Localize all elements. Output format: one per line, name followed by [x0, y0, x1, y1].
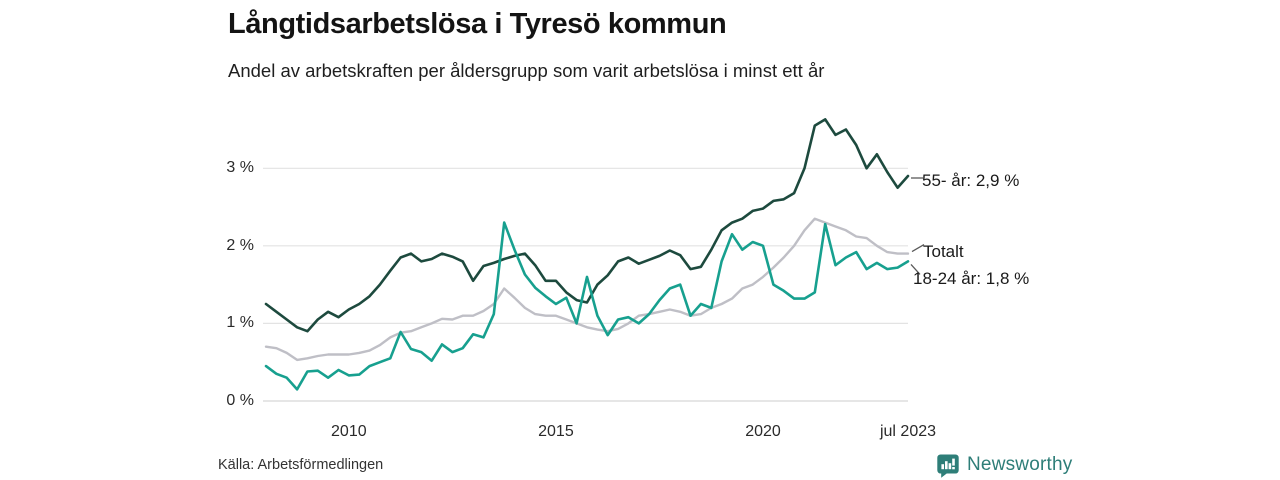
- y-tick-label: 3 %: [226, 159, 254, 177]
- x-tick-label: jul 2023: [879, 423, 937, 440]
- label-leader-line: [910, 263, 921, 275]
- series-line-18-24-r: [264, 221, 910, 391]
- y-tick-label: 0 %: [226, 392, 254, 409]
- label-leader-line: [911, 244, 925, 253]
- series-line-totalt: [264, 217, 910, 362]
- bar-chart-speech-bubble-icon: [936, 453, 960, 478]
- x-tick-label: 2015: [538, 423, 574, 440]
- chart-title: Långtidsarbetslösa i Tyresö kommun: [228, 8, 727, 40]
- y-tick-label: 2 %: [226, 236, 254, 254]
- x-tick-label: 2020: [745, 423, 781, 440]
- x-tick-label: 2010: [331, 423, 367, 440]
- source-note: Källa: Arbetsförmedlingen: [218, 457, 384, 473]
- y-tick-label: 1 %: [226, 314, 254, 332]
- line-chart-svg: [263, 118, 925, 402]
- line-chart-plot-area: [263, 100, 925, 402]
- series-label-totalt: Totalt: [923, 242, 964, 261]
- series-label-55-ar: 55- år: 2,9 %: [922, 171, 1020, 190]
- newsworthy-brand: Newsworthy: [936, 452, 1072, 478]
- chart-subtitle: Andel av arbetskraften per åldersgrupp s…: [228, 60, 825, 81]
- series-label-18-24-ar: 18-24 år: 1,8 %: [913, 269, 1030, 288]
- series-line-55-r: [264, 118, 910, 333]
- brand-name: Newsworthy: [967, 454, 1073, 475]
